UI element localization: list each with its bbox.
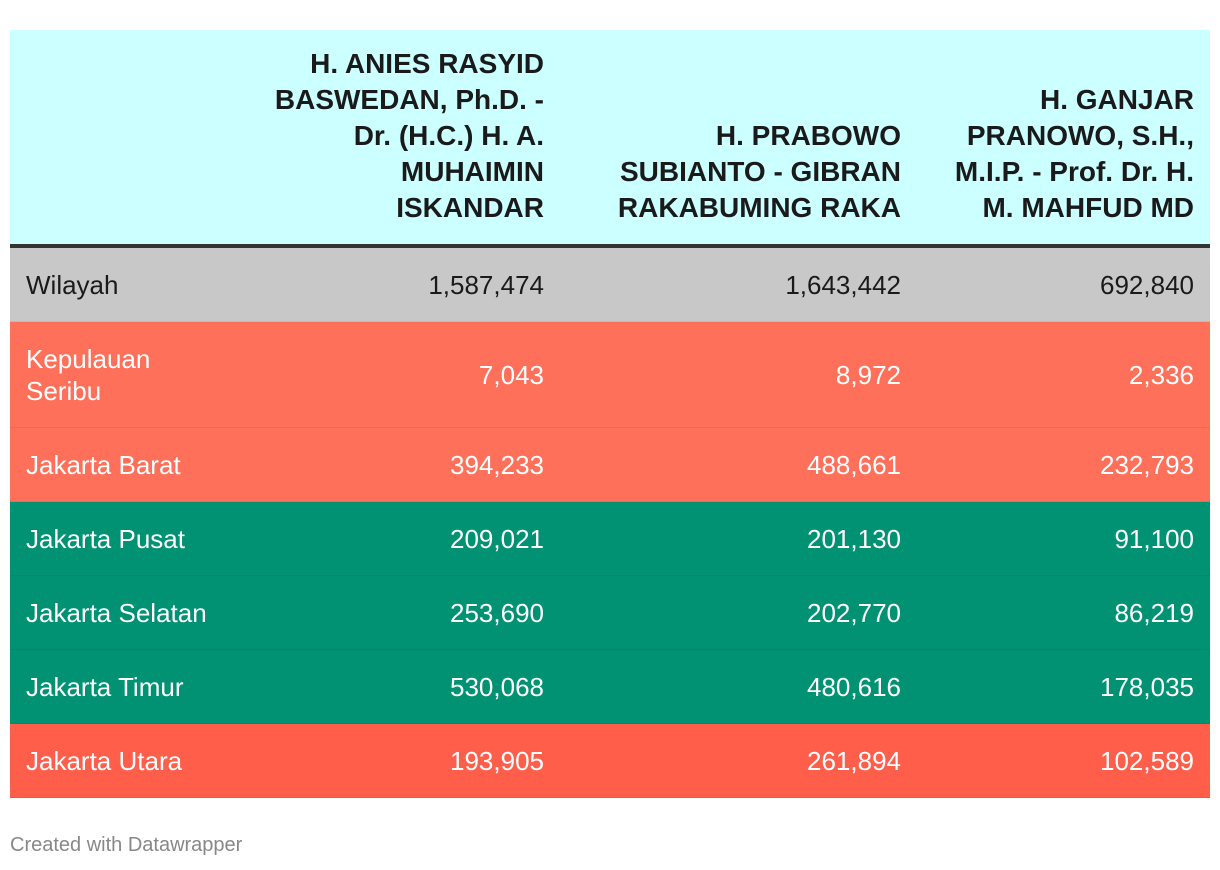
vote-count-cell: 202,770: [560, 575, 917, 650]
column-header-prabowo-gibran: H. PRABOWO SUBIANTO - GIBRAN RAKABUMING …: [560, 30, 917, 248]
vote-count-cell: 692,840: [917, 246, 1210, 322]
table-row: Jakarta Utara 193,905 261,894 102,589: [10, 723, 1210, 798]
datawrapper-credit: Created with Datawrapper: [10, 834, 243, 856]
region-name-cell: Jakarta Barat: [10, 427, 240, 502]
table-row: Jakarta Timur 530,068 480,616 178,035: [10, 649, 1210, 724]
vote-count-cell: 86,219: [917, 575, 1210, 650]
vote-count-cell: 8,972: [560, 321, 917, 428]
table-body: Wilayah 1,587,474 1,643,442 692,840 Kepulaua…: [10, 246, 1210, 798]
vote-count-cell: 2,336: [917, 321, 1210, 428]
table-row: Jakarta Selatan 253,690 202,770 86,219: [10, 575, 1210, 650]
region-name-cell: Jakarta Selatan: [10, 575, 240, 650]
vote-count-cell: 1,643,442: [560, 246, 917, 322]
results-table: H. ANIES RASYID BASWEDAN, Ph.D. - Dr. (H…: [10, 30, 1210, 798]
column-header-region: [10, 30, 240, 248]
vote-count-cell: 394,233: [240, 427, 560, 502]
vote-count-cell: 91,100: [917, 501, 1210, 576]
table-row: Jakarta Pusat 209,021 201,130 91,100: [10, 501, 1210, 576]
results-table-container: H. ANIES RASYID BASWEDAN, Ph.D. - Dr. (H…: [10, 30, 1210, 798]
vote-count-cell: 1,587,474: [240, 246, 560, 322]
column-header-ganjar-mahfud: H. GANJAR PRANOWO, S.H., M.I.P. - Prof. …: [917, 30, 1210, 248]
region-name-cell: Jakarta Pusat: [10, 501, 240, 576]
column-header-anies-muhaimin: H. ANIES RASYID BASWEDAN, Ph.D. - Dr. (H…: [240, 30, 560, 248]
region-name-cell: Jakarta Utara: [10, 723, 240, 798]
region-name-cell: Wilayah: [10, 246, 240, 322]
vote-count-cell: 102,589: [917, 723, 1210, 798]
vote-count-cell: 209,021: [240, 501, 560, 576]
vote-count-cell: 7,043: [240, 321, 560, 428]
vote-count-cell: 261,894: [560, 723, 917, 798]
table-row: Kepulauan Seribu 7,043 8,972 2,336: [10, 321, 1210, 428]
vote-count-cell: 201,130: [560, 501, 917, 576]
table-header: H. ANIES RASYID BASWEDAN, Ph.D. - Dr. (H…: [10, 30, 1210, 248]
table-row: Wilayah 1,587,474 1,643,442 692,840: [10, 246, 1210, 322]
table-row: Jakarta Barat 394,233 488,661 232,793: [10, 427, 1210, 502]
region-name-cell: Kepulauan Seribu: [10, 321, 240, 428]
vote-count-cell: 232,793: [917, 427, 1210, 502]
vote-count-cell: 253,690: [240, 575, 560, 650]
vote-count-cell: 193,905: [240, 723, 560, 798]
vote-count-cell: 178,035: [917, 649, 1210, 724]
vote-count-cell: 488,661: [560, 427, 917, 502]
vote-count-cell: 530,068: [240, 649, 560, 724]
vote-count-cell: 480,616: [560, 649, 917, 724]
region-name-cell: Jakarta Timur: [10, 649, 240, 724]
header-row: H. ANIES RASYID BASWEDAN, Ph.D. - Dr. (H…: [10, 30, 1210, 248]
